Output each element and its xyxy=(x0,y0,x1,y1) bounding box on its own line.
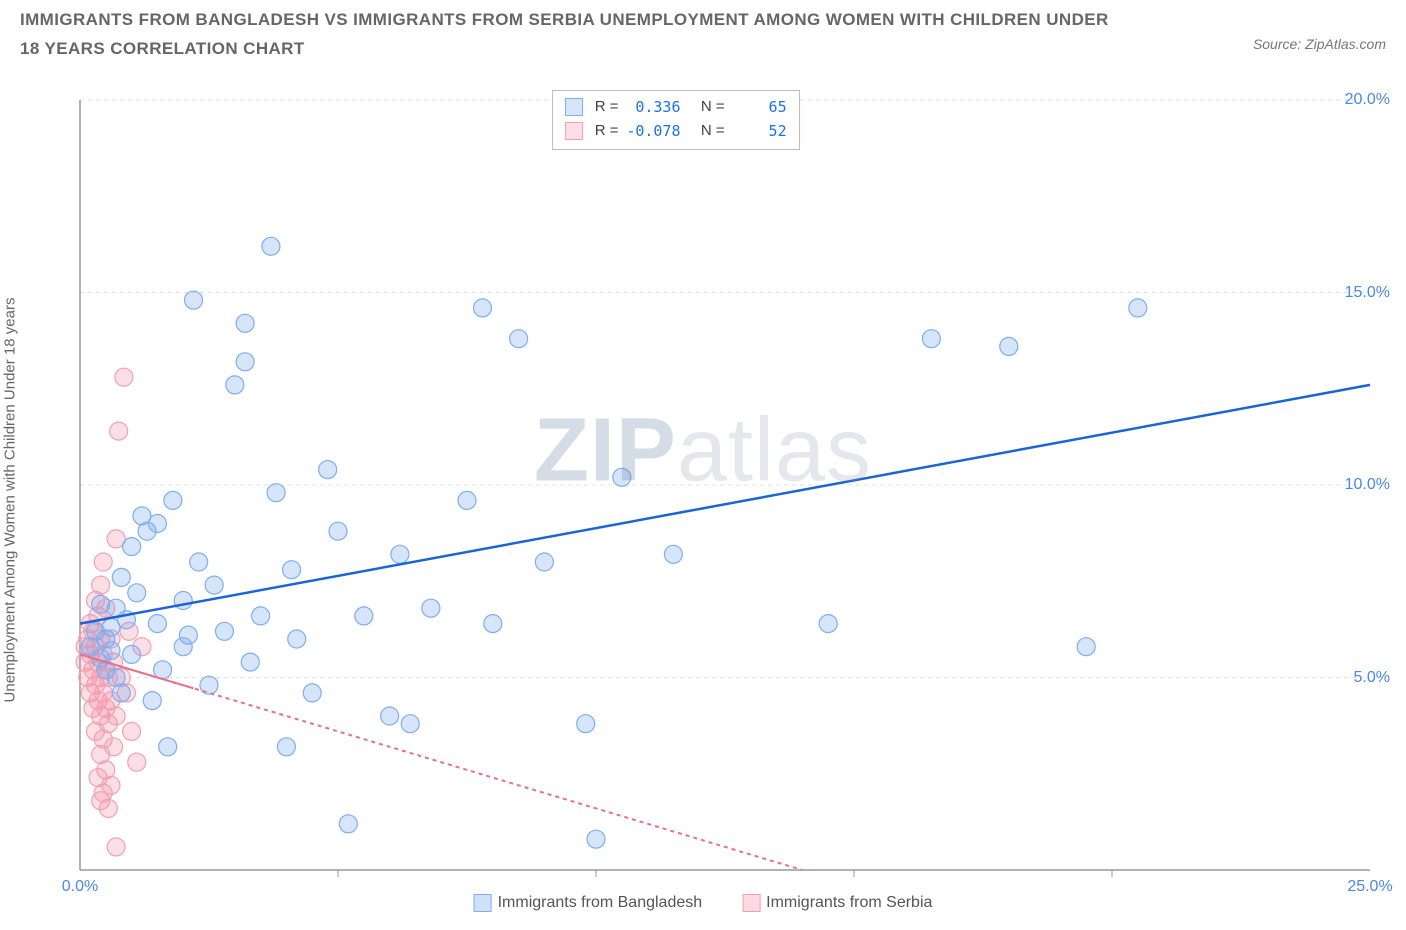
swatch-icon xyxy=(742,894,760,912)
chart-title: IMMIGRANTS FROM BANGLADESH VS IMMIGRANTS… xyxy=(20,6,1120,64)
y-tick: 15.0% xyxy=(1345,284,1390,302)
y-tick: 10.0% xyxy=(1345,476,1390,494)
legend-item-serbia: Immigrants from Serbia xyxy=(742,894,932,912)
series-legend: Immigrants from Bangladesh Immigrants fr… xyxy=(474,894,933,912)
r-value-serbia: -0.078 xyxy=(625,119,681,143)
legend-row-serbia: R = -0.078 N = 52 xyxy=(565,119,787,143)
n-value-serbia: 52 xyxy=(731,119,787,143)
r-value-bangladesh: 0.336 xyxy=(625,95,681,119)
y-tick: 20.0% xyxy=(1345,91,1390,109)
swatch-icon xyxy=(474,894,492,912)
legend-row-bangladesh: R = 0.336 N = 65 xyxy=(565,95,787,119)
n-value-bangladesh: 65 xyxy=(731,95,787,119)
header: IMMIGRANTS FROM BANGLADESH VS IMMIGRANTS… xyxy=(0,0,1406,64)
correlation-legend: R = 0.336 N = 65 R = -0.078 N = 52 xyxy=(552,90,800,150)
y-axis-label: Unemployment Among Women with Children U… xyxy=(2,298,19,703)
swatch-bangladesh xyxy=(565,98,583,116)
y-tick: 5.0% xyxy=(1354,669,1390,687)
legend-item-bangladesh: Immigrants from Bangladesh xyxy=(474,894,703,912)
x-tick: 0.0% xyxy=(62,878,98,896)
correlation-scatter-plot xyxy=(20,90,1386,890)
swatch-serbia xyxy=(565,122,583,140)
x-tick: 25.0% xyxy=(1347,878,1392,896)
source-label: Source: ZipAtlas.com xyxy=(1253,36,1386,52)
chart-container: Unemployment Among Women with Children U… xyxy=(20,90,1386,910)
